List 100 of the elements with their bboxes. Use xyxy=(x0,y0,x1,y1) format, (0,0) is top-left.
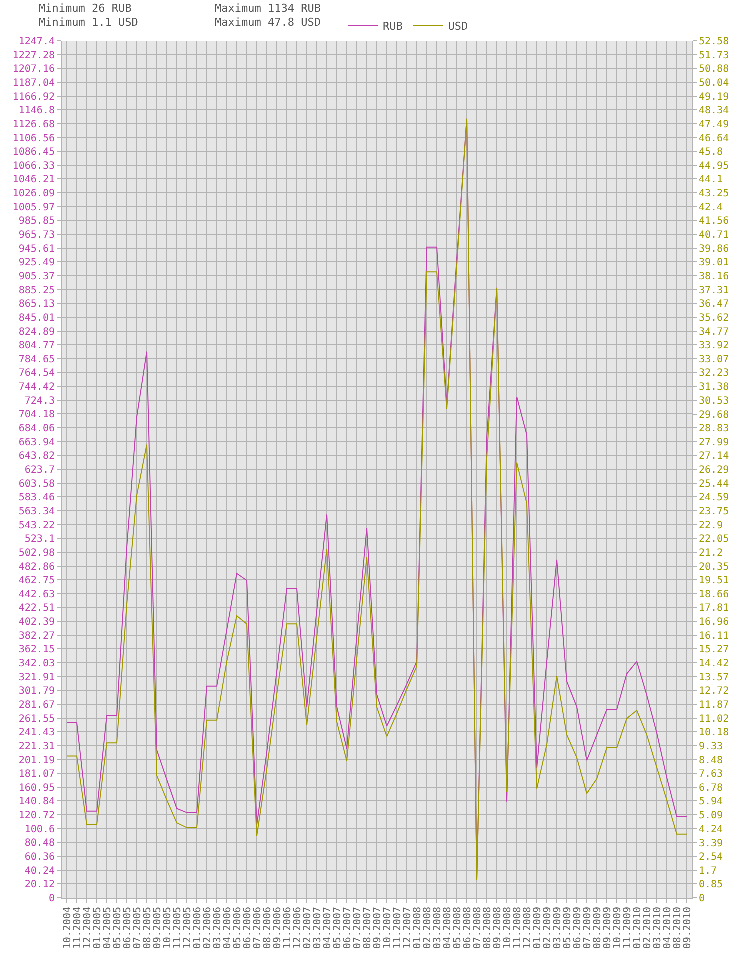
y-tick-label: 281.67 xyxy=(18,700,55,711)
y2-tick-label: 22.05 xyxy=(699,534,730,546)
y-tick-label: 462.75 xyxy=(18,576,55,587)
y2-tick-label: 33.07 xyxy=(699,354,730,366)
x-tick-label: 11.2007 xyxy=(392,907,404,950)
x-tick-label: 10.2009 xyxy=(612,907,624,950)
x-tick-label: 11.2006 xyxy=(282,907,294,950)
y-tick-label: 1247.4 xyxy=(18,36,55,48)
x-tick-label: 10.2004 xyxy=(62,907,74,950)
x-tick-label: 07.2007 xyxy=(352,907,364,950)
y2-tick-label: 50.04 xyxy=(699,78,730,89)
x-tick-label: 04.2007 xyxy=(322,907,334,950)
y2-tick-label: 38.16 xyxy=(699,272,730,283)
y-tick-label: 1227.28 xyxy=(12,50,55,62)
y-tick-label: 0 xyxy=(48,894,55,904)
y2-tick-label: 9.33 xyxy=(699,741,724,752)
x-tick-label: 10.2007 xyxy=(382,907,394,950)
x-tick-label: 06.2009 xyxy=(572,907,584,950)
y-tick-label: 201.19 xyxy=(18,755,55,766)
x-tick-label: 11.2009 xyxy=(622,907,634,950)
x-tick-label: 09.2009 xyxy=(602,907,614,950)
y-tick-label: 523.1 xyxy=(24,534,55,546)
y-tick-label: 60.36 xyxy=(24,852,55,864)
y2-tick-label: 2.54 xyxy=(699,852,724,864)
y2-tick-label: 37.31 xyxy=(699,285,730,296)
y2-tick-label: 7.63 xyxy=(699,769,724,780)
x-tick-label: 05.2009 xyxy=(562,907,574,950)
x-tick-label: 09.2006 xyxy=(272,907,284,950)
y2-tick-label: 39.01 xyxy=(699,258,730,269)
y-tick-label: 905.37 xyxy=(18,271,55,282)
y2-tick-label: 14.42 xyxy=(699,658,730,670)
y2-tick-label: 44.1 xyxy=(699,174,724,186)
y-tick-label: 744.42 xyxy=(18,382,55,394)
y2-tick-label: 5.09 xyxy=(699,810,724,822)
y2-tick-label: 41.56 xyxy=(699,216,730,228)
y2-tick-label: 20.35 xyxy=(699,562,730,573)
y-tick-label: 1046.21 xyxy=(12,174,55,186)
y2-tick-label: 30.53 xyxy=(699,396,730,407)
x-tick-label: 09.2010 xyxy=(682,907,694,950)
y2-tick-label: 27.14 xyxy=(699,451,730,462)
y2-tick-label: 24.59 xyxy=(699,492,730,504)
y-tick-label: 1146.8 xyxy=(18,106,55,117)
y-tick-label: 301.79 xyxy=(18,686,55,698)
line-series xyxy=(66,118,688,881)
x-tick-label: 01.2008 xyxy=(412,907,424,950)
y-tick-label: 824.89 xyxy=(18,326,55,338)
y2-tick-label: 45.8 xyxy=(699,147,724,158)
x-tick-label: 02.2006 xyxy=(202,907,214,950)
y2-tick-label: 11.02 xyxy=(699,714,730,725)
y2-tick-label: 33.92 xyxy=(699,340,730,352)
y-tick-label: 342.03 xyxy=(18,658,55,670)
y2-tick-label: 21.2 xyxy=(699,548,724,559)
y-tick-label: 724.3 xyxy=(24,396,55,407)
y-tick-label: 502.98 xyxy=(18,548,55,559)
y2-tick-label: 22.9 xyxy=(699,520,724,532)
y2-tick-label: 51.73 xyxy=(699,50,730,62)
y-tick-label: 623.7 xyxy=(24,465,55,476)
text: Minimum 1.1 USD xyxy=(39,16,138,29)
y-tick-label: 804.77 xyxy=(18,340,55,352)
y2-tick-label: 27.99 xyxy=(699,437,730,448)
y-tick-label: 482.86 xyxy=(18,562,55,573)
y2-tick-label: 31.38 xyxy=(699,382,730,394)
x-tick-label: 03.2010 xyxy=(652,907,664,950)
x-tick-label: 09.2007 xyxy=(372,907,384,950)
y2-tick-label: 4.24 xyxy=(699,824,724,836)
x-tick-label: 01.2005 xyxy=(92,907,104,950)
x-tick-label: 03.2006 xyxy=(212,907,224,950)
y2-tick-label: 12.72 xyxy=(699,686,730,698)
x-tick-label: 02.2008 xyxy=(422,907,434,950)
y2-tick-label: 32.23 xyxy=(699,368,730,380)
x-tick-label: 12.2008 xyxy=(522,907,534,950)
y-tick-label: 945.61 xyxy=(18,244,55,255)
y-tick-label: 543.22 xyxy=(18,520,55,532)
x-tick-label: 08.2008 xyxy=(482,907,494,950)
y2-tick-label: 0 xyxy=(699,894,706,904)
x-tick-label: 04.2006 xyxy=(222,907,234,950)
y2-tick-label: 15.27 xyxy=(699,644,730,656)
y-tick-label: 1166.92 xyxy=(12,92,55,103)
y2-tick-label: 48.34 xyxy=(699,106,730,117)
x-tick-label: 05.2006 xyxy=(232,907,244,950)
y-tick-label: 1086.45 xyxy=(12,147,55,158)
x-tick-label: 04.2005 xyxy=(102,907,114,950)
y-tick-label: 563.34 xyxy=(18,506,55,518)
y2-tick-label: 52.58 xyxy=(699,36,730,48)
legend-label: RUB xyxy=(383,20,404,33)
text: Minimum 26 RUB xyxy=(39,2,132,15)
y-tick-label: 603.58 xyxy=(18,478,55,490)
y-tick-label: 362.15 xyxy=(18,644,55,656)
legend-label: USD xyxy=(448,20,468,33)
y2-tick-label: 44.95 xyxy=(699,160,730,172)
y2-tick-label: 5.94 xyxy=(699,796,724,808)
y-tick-label: 985.85 xyxy=(18,216,55,228)
y-tick-label: 704.18 xyxy=(18,410,55,421)
y-tick-label: 321.91 xyxy=(18,672,55,684)
y2-tick-label: 34.77 xyxy=(699,326,730,338)
x-tick-label: 08.2005 xyxy=(142,907,154,950)
y2-tick-label: 23.75 xyxy=(699,506,730,518)
y-tick-label: 422.51 xyxy=(18,603,55,614)
y2-tick-label: 6.78 xyxy=(699,782,724,794)
x-tick-label: 03.2009 xyxy=(552,907,564,950)
